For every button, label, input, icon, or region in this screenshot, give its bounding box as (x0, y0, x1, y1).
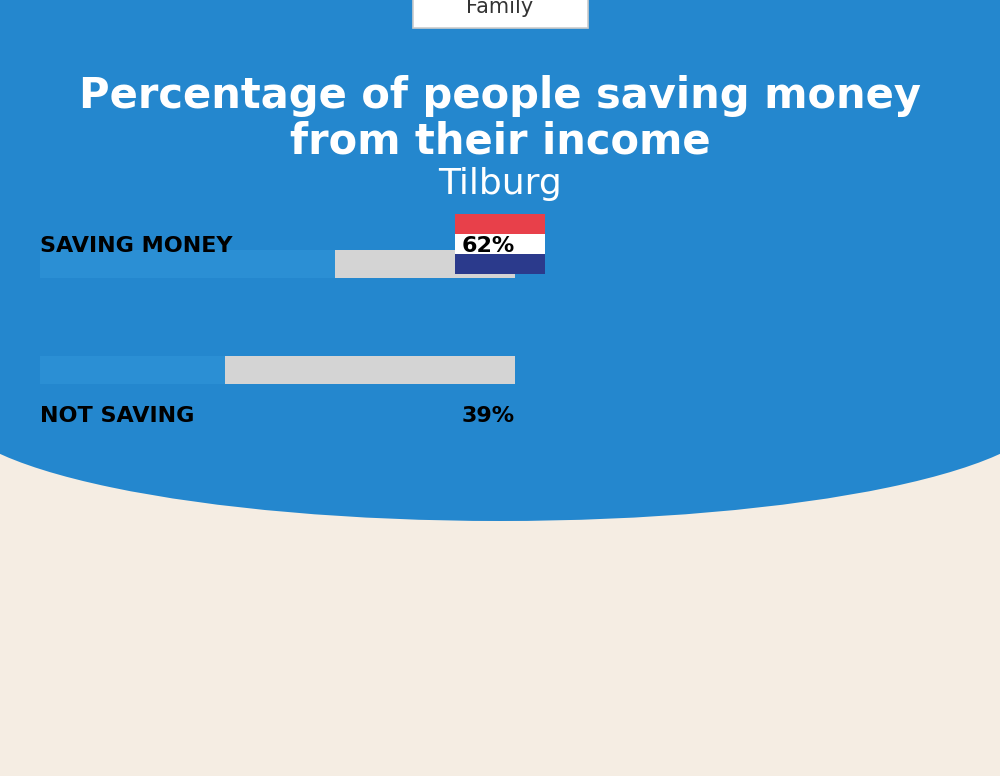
Bar (455, 234, 545, 254)
Bar (40, 356, 225, 384)
Text: from their income: from their income (290, 120, 710, 162)
Bar (40, 250, 334, 278)
Bar (455, 214, 545, 234)
Bar (40, 250, 515, 278)
Text: Percentage of people saving money: Percentage of people saving money (79, 75, 921, 117)
Text: 39%: 39% (462, 406, 515, 426)
Text: Tilburg: Tilburg (438, 167, 562, 201)
Bar (0, 0, 1000, 406)
Text: SAVING MONEY: SAVING MONEY (40, 236, 232, 256)
Text: NOT SAVING: NOT SAVING (40, 406, 194, 426)
Text: 62%: 62% (462, 236, 515, 256)
FancyBboxPatch shape (413, 0, 588, 28)
Bar (40, 356, 515, 384)
Bar (455, 254, 545, 274)
Ellipse shape (0, 291, 1000, 521)
Text: Family: Family (466, 0, 534, 17)
